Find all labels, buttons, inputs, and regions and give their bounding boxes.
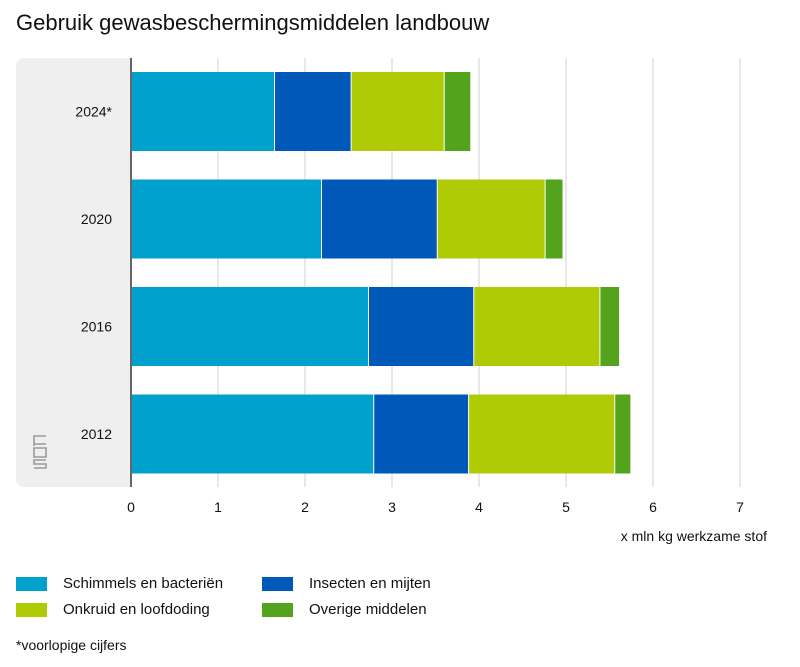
bar-segment (274, 72, 352, 151)
bar-segment (321, 179, 438, 259)
x-tick-label: 6 (649, 499, 657, 515)
x-tick-label: 3 (388, 499, 396, 515)
legend-swatch (16, 576, 47, 591)
x-axis-label: x mln kg werkzame stof (620, 528, 767, 544)
bar-segment (444, 72, 471, 151)
legend-item: Schimmels en bacteriën (16, 575, 223, 592)
bar-segment (373, 394, 469, 474)
chart-title: Gebruik gewasbeschermingsmiddelen landbo… (16, 10, 490, 35)
x-tick-label: 2 (301, 499, 309, 515)
legend-item: Insecten en mijten (262, 575, 431, 592)
legend-swatch (262, 602, 293, 617)
y-tick-label: 2020 (81, 211, 112, 227)
bar-segment (599, 287, 620, 366)
bar-segment (131, 72, 275, 151)
legend-swatch (16, 602, 47, 617)
bar-segment (468, 394, 615, 474)
legend-item: Onkruid en loofdoding (16, 601, 210, 618)
category-panel-fill (100, 58, 131, 487)
bar-segment (545, 179, 563, 259)
cbs-logo-icon (33, 435, 47, 469)
bar-segment (437, 179, 546, 259)
x-tick-label: 5 (562, 499, 570, 515)
x-tick-label: 7 (736, 499, 744, 515)
legend-swatch (262, 576, 293, 591)
bar-segment (351, 72, 445, 151)
footnote: *voorlopige cijfers (16, 637, 127, 653)
x-tick-label: 4 (475, 499, 483, 515)
bar-segment (131, 179, 322, 259)
y-tick-label: 2024* (75, 104, 112, 120)
legend-label: Onkruid en loofdoding (63, 601, 210, 618)
legend-label: Schimmels en bacteriën (63, 575, 224, 592)
x-tick-label: 0 (127, 499, 135, 515)
legend-label: Overige middelen (309, 601, 427, 618)
legend-item: Overige middelen (262, 601, 427, 618)
y-tick-label: 2016 (81, 319, 112, 335)
bar-segment (131, 287, 369, 366)
bar-segment (614, 394, 631, 474)
y-tick-label: 2012 (81, 426, 112, 442)
bar-segment (473, 287, 600, 366)
bar-segment (131, 394, 374, 474)
legend-label: Insecten en mijten (309, 575, 431, 592)
bar-segment (368, 287, 474, 366)
x-tick-label: 1 (214, 499, 222, 515)
